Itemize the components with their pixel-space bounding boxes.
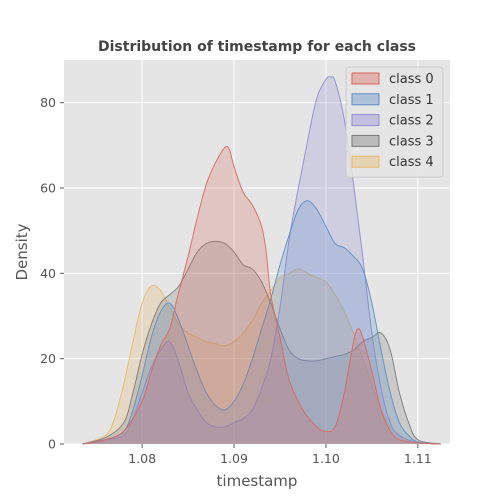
axis-ticks: 1.08 1.09 1.10 1.11 0 20 40 60 80	[40, 95, 432, 466]
density-line-series-0	[82, 145, 441, 445]
legend-swatch	[351, 93, 380, 106]
legend-swatch	[351, 72, 380, 85]
density-line-series-2	[82, 76, 441, 445]
legend-box	[345, 66, 444, 178]
x-tick-label: 1.08	[128, 451, 156, 466]
y-tick-label: 20	[40, 351, 56, 366]
legend-swatch	[351, 155, 380, 168]
density-fill-series-3	[82, 241, 441, 444]
y-tick-label: 0	[48, 437, 56, 452]
x-tick-label: 1.10	[312, 451, 340, 466]
x-tick-label: 1.09	[220, 451, 248, 466]
y-axis-label: Density	[13, 223, 31, 280]
y-tick-label: 40	[40, 266, 56, 281]
legend-swatch	[351, 134, 380, 147]
legend-label: class 0	[389, 72, 434, 87]
y-tick-label: 80	[40, 95, 56, 110]
density-fill-series-1	[82, 200, 441, 444]
legend-swatch	[351, 114, 380, 127]
legend: class 0 class 1 class 2 class 3 class 4	[345, 66, 444, 178]
grid-lines	[64, 60, 450, 445]
density-line-series-4	[82, 268, 441, 445]
density-fill-series-0	[82, 146, 441, 444]
legend-label: class 2	[389, 114, 434, 129]
x-axis-label: timestamp	[217, 472, 298, 490]
legend-label: class 4	[389, 155, 434, 170]
x-tick-label: 1.11	[404, 451, 432, 466]
density-line-series-1	[82, 200, 441, 445]
legend-label: class 3	[389, 134, 434, 149]
y-tick-label: 60	[40, 181, 56, 196]
legend-label: class 1	[389, 93, 434, 108]
chart-title: Distribution of timestamp for each class	[98, 39, 416, 55]
